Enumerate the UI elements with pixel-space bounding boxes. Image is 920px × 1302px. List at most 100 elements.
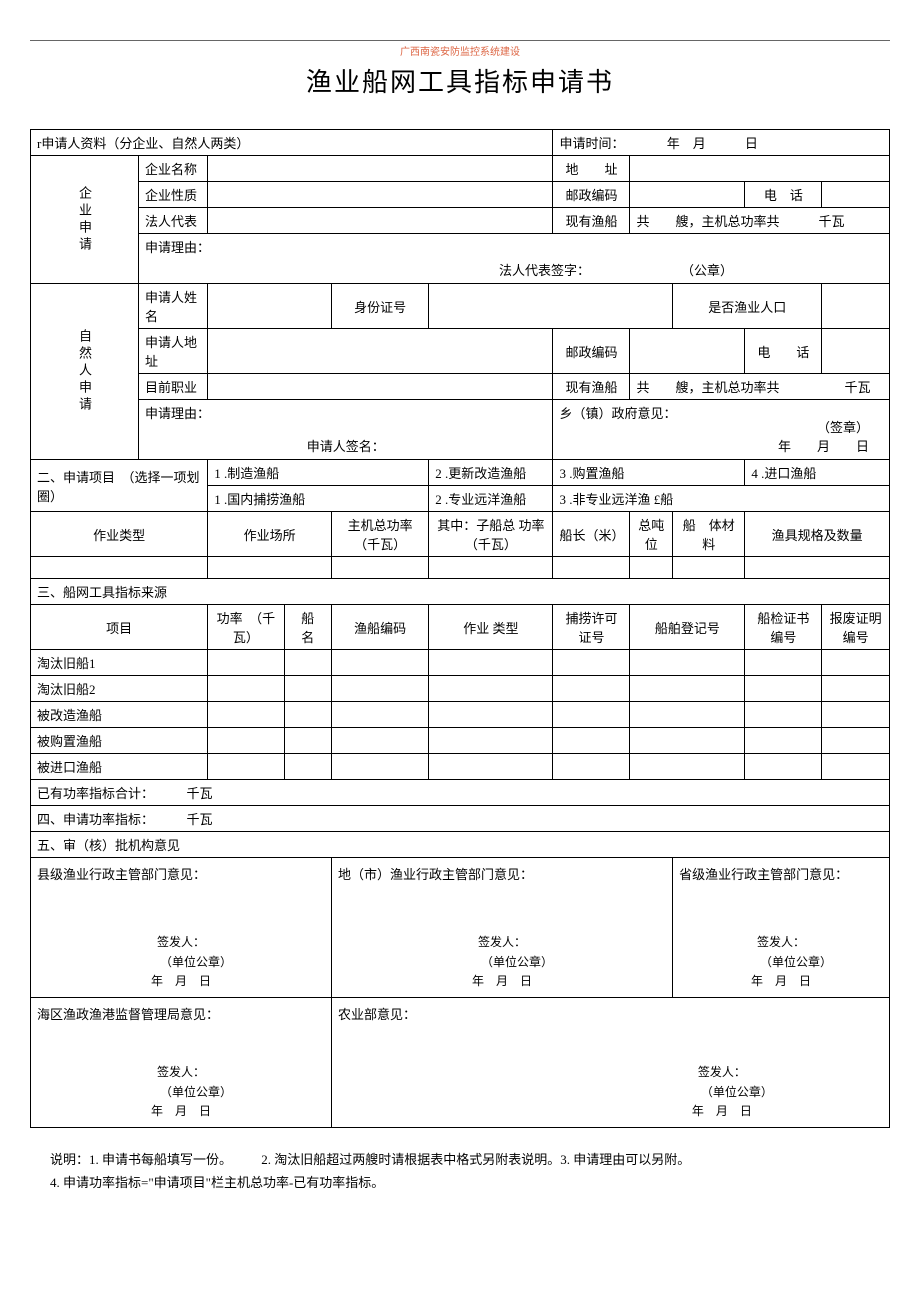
apply-time-label: 申请时间： — [559, 136, 624, 151]
natural-id-value[interactable] — [429, 284, 673, 329]
gov-opinion-cell[interactable]: 乡（镇）政府意见： （签章） 年 月 日 — [553, 400, 890, 460]
note1a: 说明：1. 申请书每船填写一份。 — [50, 1152, 232, 1167]
main-power-val[interactable] — [331, 557, 428, 579]
ship-length-val[interactable] — [553, 557, 630, 579]
work-place-val[interactable] — [208, 557, 332, 579]
signer-label: 签发人： — [157, 935, 205, 949]
natural-seal-label: （签章） — [817, 420, 869, 435]
enterprise-phone-value[interactable] — [822, 182, 890, 208]
sea-opinion[interactable]: 海区渔政渔港监督管理局意见： 签发人： （单位公章） 年 月 日 — [31, 998, 332, 1128]
enterprise-legal-label: 法人代表 — [139, 208, 208, 234]
enterprise-nature-value[interactable] — [208, 182, 553, 208]
row-label: 淘汰旧船2 — [31, 676, 208, 702]
date-label: 年 月 日 — [151, 974, 211, 988]
opt4[interactable]: 4 .进口渔船 — [745, 460, 890, 486]
col-ship-name: 船 名 — [284, 605, 331, 650]
signer-label: 签发人： — [698, 1065, 746, 1079]
signer-label: 签发人： — [757, 935, 805, 949]
date-label: 年 月 日 — [692, 1104, 752, 1118]
col-ship-code: 渔船编码 — [331, 605, 428, 650]
cat2[interactable]: 2 .专业远洋渔船 — [429, 486, 553, 512]
total-ton-val[interactable] — [630, 557, 673, 579]
natural-fishery-value[interactable] — [822, 284, 890, 329]
unit-seal-label: （单位公章） — [766, 955, 832, 969]
natural-side-label: 自然人申请 — [31, 284, 139, 460]
sea-label: 海区渔政渔港监督管理局意见： — [37, 1007, 219, 1022]
natural-postal-label: 邮政编码 — [553, 329, 630, 374]
main-title: 渔业船网工具指标申请书 — [30, 62, 890, 99]
section1-title: r申请人资料（分企业、自然人两类） — [31, 130, 553, 156]
col-power: 功率 （千瓦） — [208, 605, 284, 650]
enterprise-reason-cell[interactable]: 申请理由： 法人代表签字： （公章） — [139, 234, 890, 284]
enterprise-address-value[interactable] — [630, 156, 890, 182]
row-label: 被改造渔船 — [31, 702, 208, 728]
gov-opinion-label: 乡（镇）政府意见： — [559, 406, 676, 421]
cat3[interactable]: 3 .非专业远洋渔 £船 — [553, 486, 890, 512]
gear-spec-hdr: 渔具规格及数量 — [745, 512, 890, 557]
enterprise-nature-label: 企业性质 — [139, 182, 208, 208]
enterprise-postal-label: 邮政编码 — [553, 182, 630, 208]
natural-reason-cell[interactable]: 申请理由： 申请人签名： — [139, 400, 553, 460]
col-scrap-no: 报废证明编号 — [822, 605, 890, 650]
sub-power-val[interactable] — [429, 557, 553, 579]
city-opinion[interactable]: 地（市）渔业行政主管部门意见： 签发人： （单位公章） 年 月 日 — [331, 858, 672, 998]
col-work-type: 作业 类型 — [429, 605, 553, 650]
total-power-label: 已有功率指标合计： 千瓦 — [31, 780, 890, 806]
section4-title: 四、申请功率指标： 千瓦 — [31, 806, 890, 832]
note1b: 2. 淘汰旧船超过两艘时请根据表中格式另附表说明。3. 申请理由可以另附。 — [261, 1152, 690, 1167]
ministry-opinion[interactable]: 农业部意见： 签发人： （单位公章） 年 月 日 — [331, 998, 889, 1128]
table-row: 被购置渔船 — [31, 728, 890, 754]
hull-material-val[interactable] — [673, 557, 745, 579]
natural-address-value[interactable] — [208, 329, 553, 374]
natural-sign-label: 申请人签名： — [307, 439, 385, 454]
work-type-val[interactable] — [31, 557, 208, 579]
natural-postal-value[interactable] — [630, 329, 745, 374]
day-label: 日 — [745, 136, 758, 151]
natural-occupation-label: 目前职业 — [139, 374, 208, 400]
apply-time: 申请时间： 年 月 日 — [553, 130, 890, 156]
section3-title: 三、船网工具指标来源 — [31, 579, 890, 605]
enterprise-postal-value[interactable] — [630, 182, 745, 208]
enterprise-seal-label: （公章） — [688, 263, 734, 278]
header-small-text: 广西南瓷安防监控系统建设 — [30, 43, 890, 58]
row-label: 被购置渔船 — [31, 728, 208, 754]
enterprise-name-value[interactable] — [208, 156, 553, 182]
hull-material-hdr: 船 体材 料 — [673, 512, 745, 557]
work-place-hdr: 作业场所 — [208, 512, 332, 557]
date-label: 年 月 日 — [151, 1104, 211, 1118]
enterprise-legal-value[interactable] — [208, 208, 553, 234]
opt1[interactable]: 1 .制造渔船 — [208, 460, 429, 486]
opt3[interactable]: 3 .购置渔船 — [553, 460, 745, 486]
county-label: 县级渔业行政主管部门意见： — [37, 867, 206, 882]
table-row: 被进口渔船 — [31, 754, 890, 780]
section5-title: 五、审（核）批机构意见 — [31, 832, 890, 858]
natural-address-label: 申请人地址 — [139, 329, 208, 374]
cat1[interactable]: 1 .国内捕捞渔船 — [208, 486, 429, 512]
total-ton-hdr: 总吨位 — [630, 512, 673, 557]
work-type-hdr: 作业类型 — [31, 512, 208, 557]
city-label: 地（市）渔业行政主管部门意见： — [338, 867, 533, 882]
main-power-hdr: 主机总功率（千瓦） — [331, 512, 428, 557]
header-line — [30, 40, 890, 41]
notes-section: 说明：1. 申请书每船填写一份。 2. 淘汰旧船超过两艘时请根据表中格式另附表说… — [30, 1148, 890, 1195]
enterprise-name-label: 企业名称 — [139, 156, 208, 182]
date-label: 年 月 日 — [472, 974, 532, 988]
enterprise-side-label: 企业申请 — [31, 156, 139, 284]
ship-length-hdr: 船长（米） — [553, 512, 630, 557]
ministry-label: 农业部意见： — [338, 1007, 416, 1022]
natural-name-value[interactable] — [208, 284, 332, 329]
unit-seal-label: （单位公章） — [487, 955, 553, 969]
signer-label: 签发人： — [478, 935, 526, 949]
natural-ship-text: 共 艘，主机总功率共 千瓦 — [630, 374, 890, 400]
row-label: 淘汰旧船1 — [31, 650, 208, 676]
enterprise-reason-label: 申请理由： — [145, 240, 210, 255]
month-label: 月 — [693, 136, 706, 151]
province-label: 省级渔业行政主管部门意见： — [679, 867, 848, 882]
county-opinion[interactable]: 县级渔业行政主管部门意见： 签发人： （单位公章） 年 月 日 — [31, 858, 332, 998]
natural-occupation-value[interactable] — [208, 374, 553, 400]
date-label: 年 月 日 — [751, 974, 811, 988]
opt2[interactable]: 2 .更新改造渔船 — [429, 460, 553, 486]
gear-spec-val[interactable] — [745, 557, 890, 579]
natural-phone-value[interactable] — [822, 329, 890, 374]
province-opinion[interactable]: 省级渔业行政主管部门意见： 签发人： （单位公章） 年 月 日 — [673, 858, 890, 998]
